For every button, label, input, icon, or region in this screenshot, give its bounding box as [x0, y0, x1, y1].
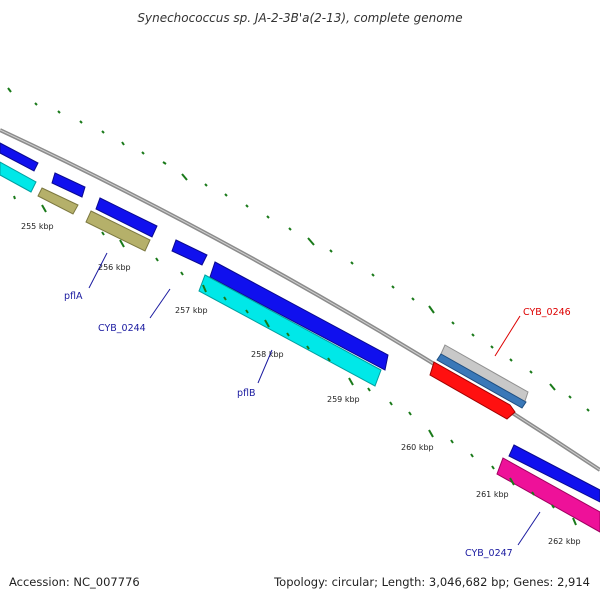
tick-label-257: 257 kbp [175, 306, 208, 315]
tick-label-261: 261 kbp [476, 490, 509, 499]
tick-labels: 255 kbp 256 kbp 257 kbp 258 kbp 259 kbp … [21, 222, 581, 546]
gene-cyan-pflB[interactable] [198, 274, 382, 387]
gene-blue-small-1[interactable] [51, 172, 86, 198]
gene-label-cyb0246[interactable]: CYB_0246 [523, 307, 571, 318]
tick-label-256: 256 kbp [98, 263, 131, 272]
tick-label-260: 260 kbp [401, 443, 434, 452]
map-title: Synechococcus sp. JA-2-3B'a(2-13), compl… [137, 11, 462, 25]
genome-backbone [0, 128, 600, 472]
tick-label-258: 258 kbp [251, 350, 284, 359]
gene-label-pflB[interactable]: pflB [237, 388, 256, 399]
gene-olive-pflA[interactable] [85, 210, 151, 252]
gene-cyan-left[interactable] [0, 161, 37, 193]
backbone-highlight [0, 129, 600, 471]
gene-blue-right[interactable] [508, 444, 600, 503]
accession-text: Accession: NC_007776 [9, 575, 140, 589]
outer-tick-ring [7, 87, 590, 412]
gene-label-leaders [88, 252, 541, 546]
gene-blue-left[interactable] [0, 142, 39, 172]
gene-blue-cyb0244[interactable] [171, 239, 208, 266]
gene-blue-long[interactable] [209, 261, 389, 371]
gene-label-cyb0247[interactable]: CYB_0247 [465, 548, 513, 559]
tick-label-259: 259 kbp [327, 395, 360, 404]
gene-magenta-cyb0247[interactable] [496, 457, 600, 533]
gene-olive-small[interactable] [37, 187, 79, 215]
gene-blue-2[interactable] [95, 197, 158, 238]
gene-label-pflA[interactable]: pflA [64, 291, 83, 302]
topology-summary: Topology: circular; Length: 3,046,682 bp… [273, 575, 590, 589]
gene-steel[interactable] [436, 353, 527, 409]
tick-label-255: 255 kbp [21, 222, 54, 231]
tick-label-262: 262 kbp [548, 537, 581, 546]
gene-red[interactable] [429, 361, 516, 420]
gene-labels: pflA CYB_0244 pflB CYB_0246 CYB_0247 [64, 291, 571, 559]
gene-label-cyb0244[interactable]: CYB_0244 [98, 323, 146, 334]
gene-features [0, 142, 600, 533]
inner-tick-ring [13, 195, 577, 526]
